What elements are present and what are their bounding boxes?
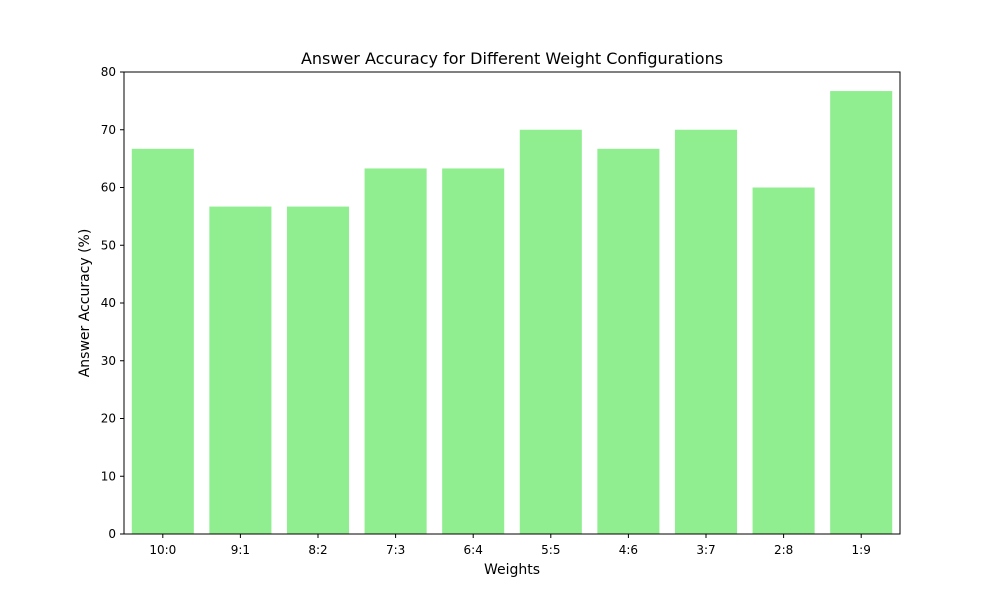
bar-5:5 (519, 129, 582, 534)
plot-frame (123, 71, 901, 535)
y-axis-label: Answer Accuracy (%) (77, 229, 93, 378)
bar-6:4 (442, 168, 505, 534)
y-tick-label: 20 (101, 412, 116, 426)
x-tick-label: 8:2 (308, 543, 327, 557)
bar-4:6 (597, 148, 660, 534)
y-tick-label: 60 (101, 181, 116, 195)
y-tick-label: 80 (101, 65, 116, 79)
y-tick-label: 30 (101, 354, 116, 368)
bar-8:2 (286, 206, 350, 534)
bar-3:7 (674, 129, 738, 534)
y-tick-label: 10 (101, 469, 116, 483)
bar-7:3 (364, 168, 427, 534)
x-tick-label: 7:3 (386, 543, 405, 557)
x-axis-label: Weights (484, 562, 540, 578)
y-tick-label: 40 (101, 296, 116, 310)
bars-group (131, 91, 893, 534)
x-tick-label: 9:1 (231, 543, 250, 557)
chart-title: Answer Accuracy for Different Weight Con… (301, 49, 723, 68)
bar-2:8 (752, 187, 815, 534)
x-tick-label: 5:5 (541, 543, 560, 557)
y-tick-label: 0 (108, 527, 116, 541)
x-tick-label: 3:7 (696, 543, 715, 557)
bar-10:0 (131, 148, 194, 534)
x-axis: 10:0 9:1 8:2 7:3 6:4 5:5 4:6 3:7 2:8 1:9 (149, 534, 871, 557)
y-tick-label: 50 (101, 238, 116, 252)
x-tick-label: 10:0 (149, 543, 176, 557)
x-tick-label: 4:6 (619, 543, 638, 557)
x-tick-label: 6:4 (464, 543, 483, 557)
x-tick-label: 2:8 (774, 543, 793, 557)
bar-1:9 (830, 91, 893, 534)
x-tick-label: 1:9 (852, 543, 871, 557)
y-tick-label: 70 (101, 123, 116, 137)
y-axis: 0 10 20 30 40 50 60 70 80 (101, 65, 124, 541)
bar-9:1 (209, 206, 272, 534)
